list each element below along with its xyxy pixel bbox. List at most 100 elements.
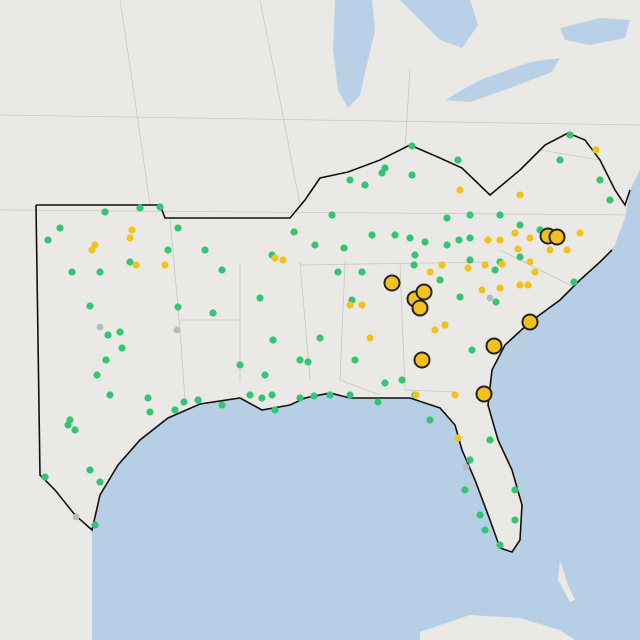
- yellow-point: [366, 334, 374, 342]
- yellow-point: [531, 268, 539, 276]
- green-point: [358, 268, 366, 276]
- green-point: [410, 261, 418, 269]
- yellow-point: [516, 281, 524, 289]
- green-point: [174, 303, 182, 311]
- green-point: [466, 456, 474, 464]
- large-point: [475, 385, 493, 403]
- gray-point: [462, 463, 470, 471]
- gray-point: [72, 513, 80, 521]
- green-point: [261, 371, 269, 379]
- lake-erie: [445, 58, 560, 102]
- yellow-point: [454, 434, 462, 442]
- gray-point: [173, 326, 181, 334]
- green-point: [596, 176, 604, 184]
- yellow-point: [126, 234, 134, 242]
- yellow-point: [431, 326, 439, 334]
- yellow-point: [592, 146, 600, 154]
- yellow-point: [516, 191, 524, 199]
- large-point: [415, 283, 433, 301]
- green-point: [93, 371, 101, 379]
- green-point: [556, 156, 564, 164]
- yellow-point: [346, 301, 354, 309]
- green-point: [334, 268, 342, 276]
- green-point: [269, 336, 277, 344]
- green-point: [374, 398, 382, 406]
- green-point: [496, 541, 504, 549]
- yellow-point: [441, 321, 449, 329]
- green-point: [218, 401, 226, 409]
- green-point: [346, 176, 354, 184]
- green-point: [44, 236, 52, 244]
- yellow-point: [511, 229, 519, 237]
- green-point: [456, 293, 464, 301]
- green-point: [146, 408, 154, 416]
- yellow-point: [496, 236, 504, 244]
- green-point: [194, 396, 202, 404]
- green-point: [296, 356, 304, 364]
- green-point: [64, 421, 72, 429]
- green-point: [361, 181, 369, 189]
- green-point: [310, 392, 318, 400]
- cuba: [420, 615, 575, 640]
- yellow-point: [526, 234, 534, 242]
- bahamas: [558, 560, 575, 602]
- yellow-point: [279, 256, 287, 264]
- yellow-point: [451, 391, 459, 399]
- green-point: [118, 344, 126, 352]
- ocean: [92, 170, 640, 640]
- green-point: [516, 221, 524, 229]
- green-point: [246, 391, 254, 399]
- green-point: [328, 211, 336, 219]
- yellow-point: [271, 254, 279, 262]
- green-point: [476, 511, 484, 519]
- green-point: [606, 196, 614, 204]
- green-point: [408, 142, 416, 150]
- green-point: [378, 169, 386, 177]
- yellow-point: [132, 261, 140, 269]
- large-point: [548, 228, 566, 246]
- lake-huron: [400, 0, 478, 48]
- green-point: [406, 234, 414, 242]
- yellow-point: [426, 268, 434, 276]
- green-point: [381, 379, 389, 387]
- green-point: [496, 211, 504, 219]
- green-point: [346, 391, 354, 399]
- green-point: [443, 241, 451, 249]
- green-point: [304, 358, 312, 366]
- green-point: [436, 276, 444, 284]
- gray-point: [96, 323, 104, 331]
- green-point: [468, 346, 476, 354]
- green-point: [466, 211, 474, 219]
- green-point: [180, 398, 188, 406]
- green-point: [104, 331, 112, 339]
- green-point: [426, 416, 434, 424]
- large-point: [413, 351, 431, 369]
- yellow-point: [546, 246, 554, 254]
- green-point: [106, 391, 114, 399]
- yellow-point: [526, 258, 534, 266]
- green-point: [96, 478, 104, 486]
- green-point: [101, 208, 109, 216]
- gray-point: [486, 294, 494, 302]
- green-point: [454, 156, 462, 164]
- yellow-point: [524, 281, 532, 289]
- green-point: [455, 236, 463, 244]
- points: [41, 131, 614, 549]
- region-outline: [35, 132, 631, 553]
- green-point: [340, 244, 348, 252]
- yellow-point: [484, 236, 492, 244]
- green-point: [256, 294, 264, 302]
- green-point: [511, 516, 519, 524]
- green-point: [311, 241, 319, 249]
- green-point: [218, 266, 226, 274]
- green-point: [290, 228, 298, 236]
- green-point: [236, 361, 244, 369]
- green-point: [96, 268, 104, 276]
- green-point: [296, 394, 304, 402]
- green-point: [209, 309, 217, 317]
- green-point: [421, 238, 429, 246]
- yellow-point: [481, 261, 489, 269]
- green-point: [144, 394, 152, 402]
- green-point: [56, 224, 64, 232]
